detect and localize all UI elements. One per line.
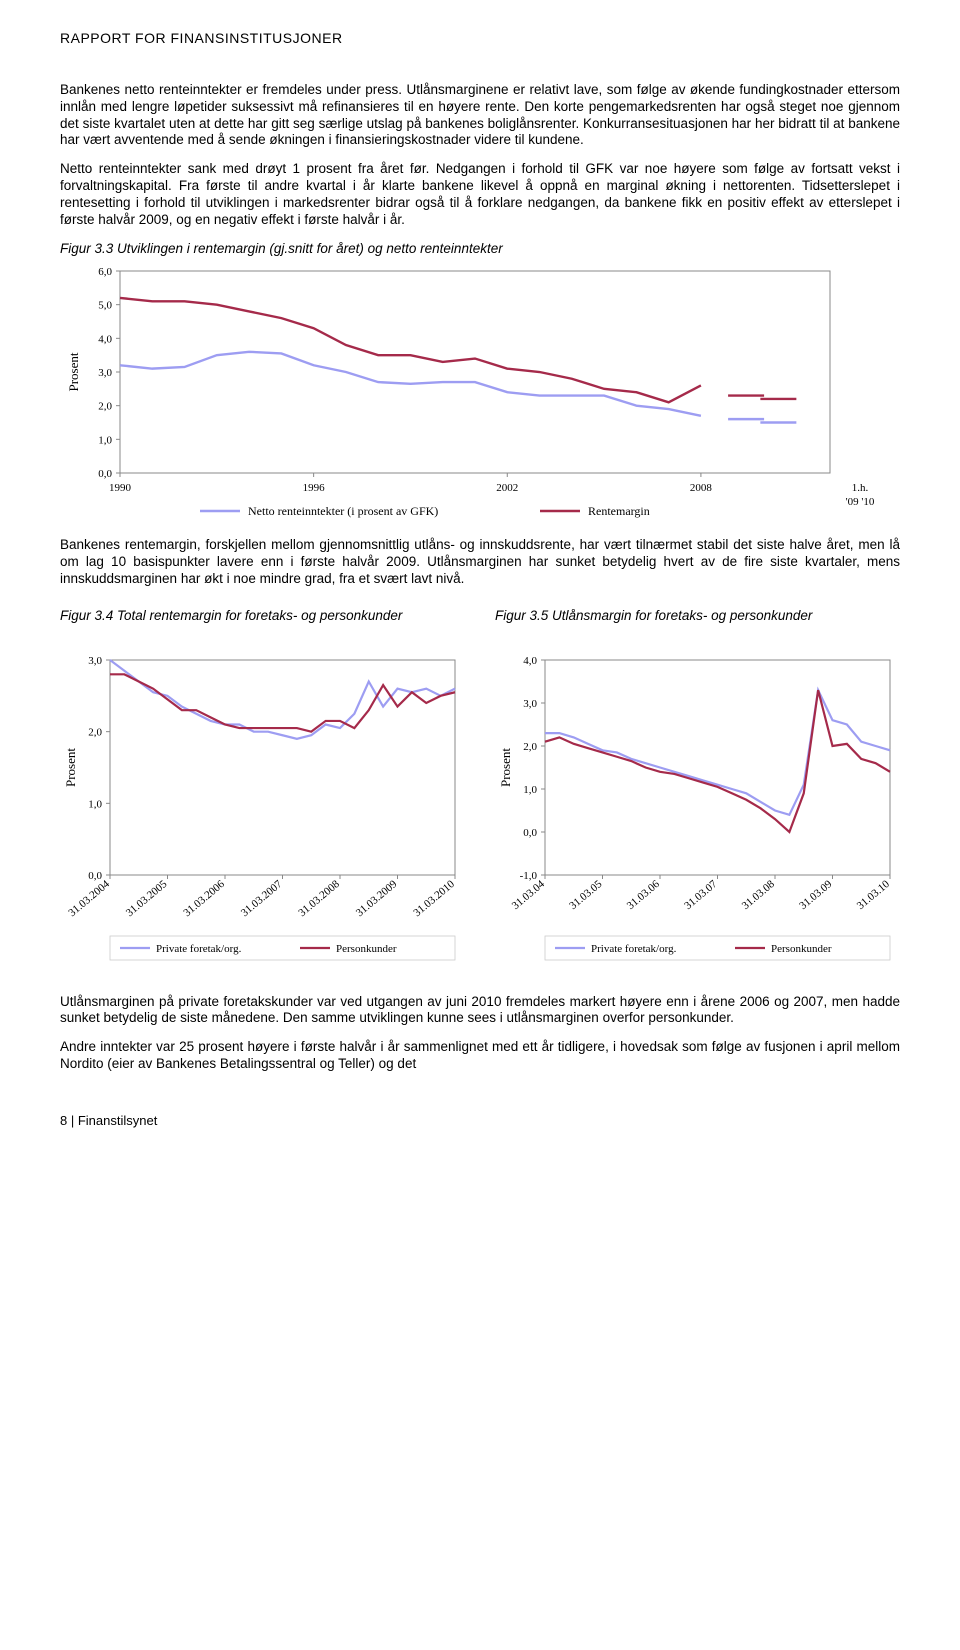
svg-text:2002: 2002 <box>496 482 518 494</box>
svg-text:0,0: 0,0 <box>523 827 537 839</box>
svg-text:0,0: 0,0 <box>98 468 112 480</box>
svg-text:Prosent: Prosent <box>66 352 81 391</box>
svg-text:31.03.2006: 31.03.2006 <box>181 877 227 918</box>
svg-text:31.03.09: 31.03.09 <box>797 877 835 911</box>
paragraph-3: Bankenes rentemargin, forskjellen mellom… <box>60 537 900 588</box>
svg-text:Netto renteinntekter (i prosen: Netto renteinntekter (i prosent av GFK) <box>248 504 438 518</box>
paragraph-4: Utlånsmarginen på private foretakskunder… <box>60 994 900 1028</box>
svg-text:1996: 1996 <box>303 482 326 494</box>
svg-text:31.03.2004: 31.03.2004 <box>66 877 112 918</box>
svg-text:Rentemargin: Rentemargin <box>588 504 650 518</box>
svg-text:31.03.2007: 31.03.2007 <box>239 877 285 918</box>
svg-text:3,0: 3,0 <box>98 367 112 379</box>
fig33-chart: 0,0 1,0 2,0 3,0 4,0 5,0 6,0 Prosent 1990 1996 2002… <box>60 263 900 523</box>
svg-text:2008: 2008 <box>690 482 713 494</box>
svg-text:31.03.10: 31.03.10 <box>855 877 893 911</box>
svg-text:2,0: 2,0 <box>88 726 102 738</box>
svg-text:2,0: 2,0 <box>523 741 537 753</box>
fig34-chart: 0,01,02,03,0Prosent31.03.200431.03.20053… <box>60 650 465 970</box>
paragraph-5: Andre inntekter var 25 prosent høyere i … <box>60 1039 900 1073</box>
svg-text:31.03.07: 31.03.07 <box>682 877 720 911</box>
svg-text:31.03.05: 31.03.05 <box>567 877 605 911</box>
svg-text:Private foretak/org.: Private foretak/org. <box>156 943 242 955</box>
fig33-caption: Figur 3.3 Utviklingen i rentemargin (gj.… <box>60 241 900 257</box>
svg-text:31.03.2005: 31.03.2005 <box>124 877 170 918</box>
svg-text:1,0: 1,0 <box>98 434 112 446</box>
svg-text:31.03.2009: 31.03.2009 <box>354 877 400 918</box>
svg-text:3,0: 3,0 <box>523 698 537 710</box>
svg-text:6,0: 6,0 <box>98 266 112 278</box>
svg-text:1,0: 1,0 <box>523 784 537 796</box>
svg-text:-1,0: -1,0 <box>520 870 538 882</box>
svg-text:4,0: 4,0 <box>523 655 537 667</box>
paragraph-2: Netto renteinntekter sank med drøyt 1 pr… <box>60 161 900 229</box>
svg-text:1990: 1990 <box>109 482 132 494</box>
svg-text:4,0: 4,0 <box>98 333 112 345</box>
svg-text:'09 '10: '09 '10 <box>846 496 875 508</box>
page-footer: 8 | Finanstilsynet <box>60 1113 900 1129</box>
fig35-caption: Figur 3.5 Utlånsmargin for foretaks- og … <box>495 608 900 644</box>
fig34-caption: Figur 3.4 Total rentemargin for foretaks… <box>60 608 465 644</box>
svg-text:31.03.04: 31.03.04 <box>510 877 548 911</box>
svg-text:3,0: 3,0 <box>88 655 102 667</box>
svg-text:Prosent: Prosent <box>498 747 513 786</box>
svg-text:2,0: 2,0 <box>98 401 112 413</box>
svg-text:31.03.2010: 31.03.2010 <box>411 877 457 918</box>
svg-text:Personkunder: Personkunder <box>336 943 397 955</box>
svg-text:31.03.08: 31.03.08 <box>740 877 778 911</box>
svg-text:Personkunder: Personkunder <box>771 943 832 955</box>
paragraph-1: Bankenes netto renteinntekter er fremdel… <box>60 82 900 150</box>
fig35-chart: -1,0 0,0 1,0 2,0 3,0 4,0 Prosent 31.03.04 31.03.… <box>495 650 900 970</box>
svg-text:1,0: 1,0 <box>88 798 102 810</box>
page-header: RAPPORT FOR FINANSINSTITUSJONER <box>60 30 900 47</box>
svg-text:Private foretak/org.: Private foretak/org. <box>591 943 677 955</box>
svg-text:31.03.2008: 31.03.2008 <box>296 877 342 918</box>
svg-text:5,0: 5,0 <box>98 300 112 312</box>
svg-text:Prosent: Prosent <box>63 747 78 786</box>
svg-text:31.03.06: 31.03.06 <box>625 877 663 911</box>
svg-text:1.h.: 1.h. <box>852 482 869 494</box>
